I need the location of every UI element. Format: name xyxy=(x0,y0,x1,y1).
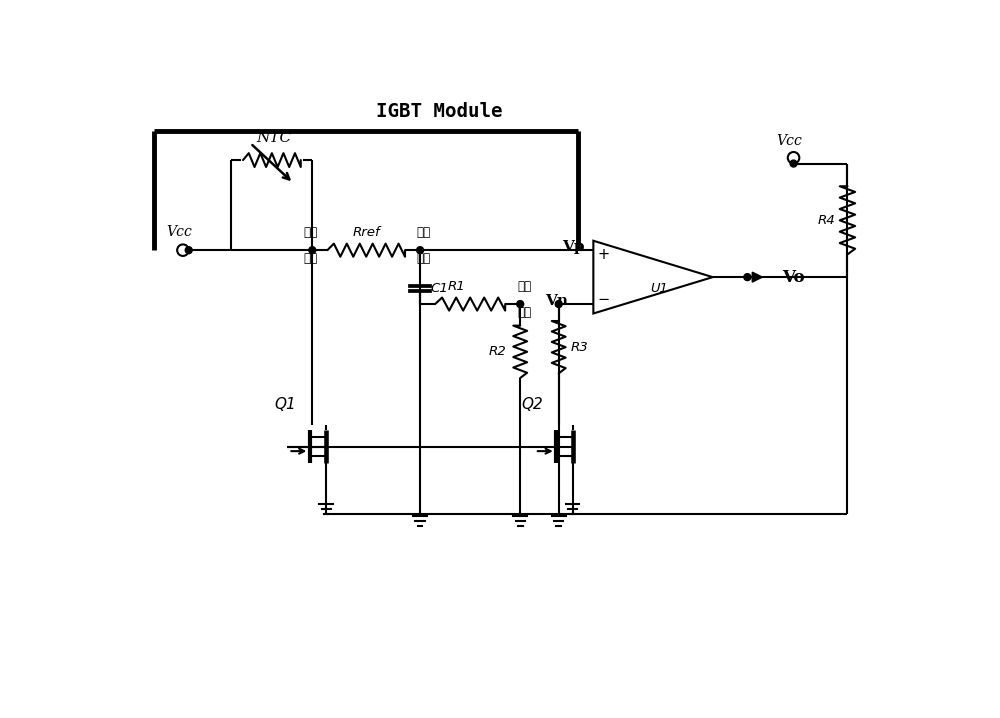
Circle shape xyxy=(417,247,424,253)
Text: R2: R2 xyxy=(489,345,506,358)
Text: 节点: 节点 xyxy=(304,252,318,265)
Text: 第二: 第二 xyxy=(416,226,430,239)
Circle shape xyxy=(185,247,192,253)
Text: Vo: Vo xyxy=(782,269,805,286)
Text: Rref: Rref xyxy=(352,226,380,239)
Text: R3: R3 xyxy=(570,340,588,354)
Circle shape xyxy=(517,301,524,307)
Text: R1: R1 xyxy=(447,280,465,293)
Text: Vcc: Vcc xyxy=(166,225,192,239)
Text: +: + xyxy=(597,247,609,262)
Text: Vn: Vn xyxy=(545,294,568,308)
Text: Vcc: Vcc xyxy=(777,134,803,148)
Text: 节点: 节点 xyxy=(416,252,430,265)
Text: Q1: Q1 xyxy=(274,397,296,412)
Circle shape xyxy=(309,247,316,253)
Circle shape xyxy=(790,160,797,167)
Text: IGBT Module: IGBT Module xyxy=(376,102,503,121)
Text: Q2: Q2 xyxy=(521,397,543,412)
Text: C1: C1 xyxy=(431,282,449,295)
Circle shape xyxy=(555,301,562,307)
Circle shape xyxy=(744,274,751,281)
Text: U1: U1 xyxy=(650,282,668,295)
Text: 节点: 节点 xyxy=(517,306,531,319)
Text: NTC: NTC xyxy=(256,131,291,146)
Text: 第一: 第一 xyxy=(304,226,318,239)
Text: Vp: Vp xyxy=(562,240,584,254)
Text: −: − xyxy=(597,292,609,307)
Text: 第三: 第三 xyxy=(517,280,531,293)
Text: R4: R4 xyxy=(817,214,835,227)
